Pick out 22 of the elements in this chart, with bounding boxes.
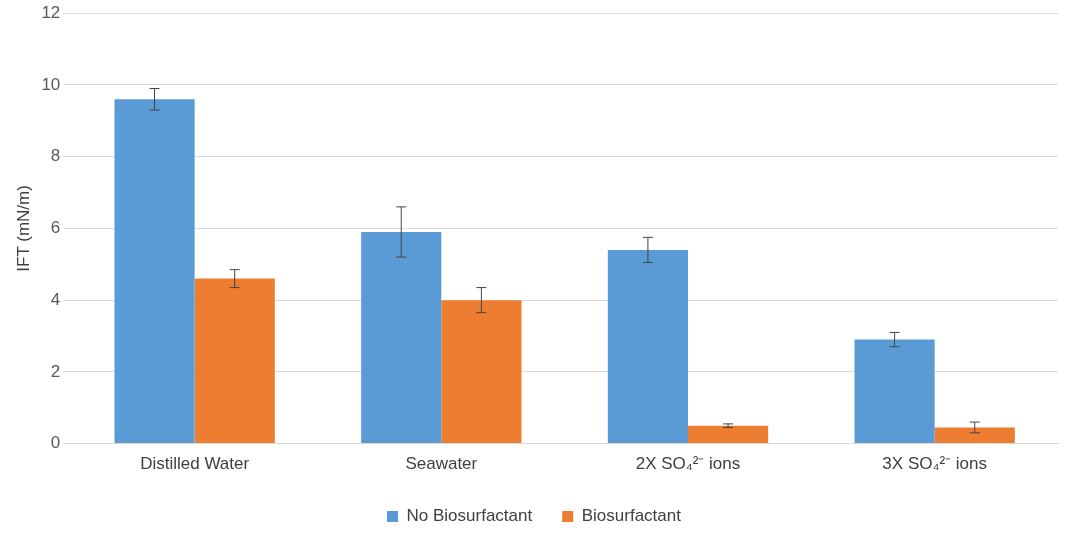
bar — [854, 339, 935, 444]
y-tick-label: 8 — [50, 146, 61, 166]
x-tick-label: 3X SO₄²⁻ ions — [882, 454, 987, 474]
x-tick-label: Seawater — [405, 454, 478, 474]
bar — [687, 425, 769, 444]
x-tick-label: Distilled Water — [140, 454, 250, 474]
bar — [194, 278, 275, 444]
y-tick-label: 0 — [50, 433, 61, 453]
y-axis-title: IFT (mN/m) — [13, 185, 33, 272]
y-tick-label: 2 — [50, 361, 61, 381]
legend-label: No Biosurfactant — [406, 506, 533, 526]
bar — [361, 231, 442, 444]
bar — [441, 300, 522, 444]
y-tick-label: 6 — [50, 218, 61, 238]
x-tick-label: 2X SO₄²⁻ ions — [635, 454, 741, 474]
y-tick-label: 10 — [41, 74, 61, 94]
bar — [934, 427, 1015, 444]
y-tick-label: 12 — [41, 2, 61, 22]
bar — [114, 99, 195, 444]
legend-label: Biosurfactant — [581, 506, 682, 526]
y-tick-label: 4 — [50, 289, 61, 309]
bar — [607, 249, 688, 444]
